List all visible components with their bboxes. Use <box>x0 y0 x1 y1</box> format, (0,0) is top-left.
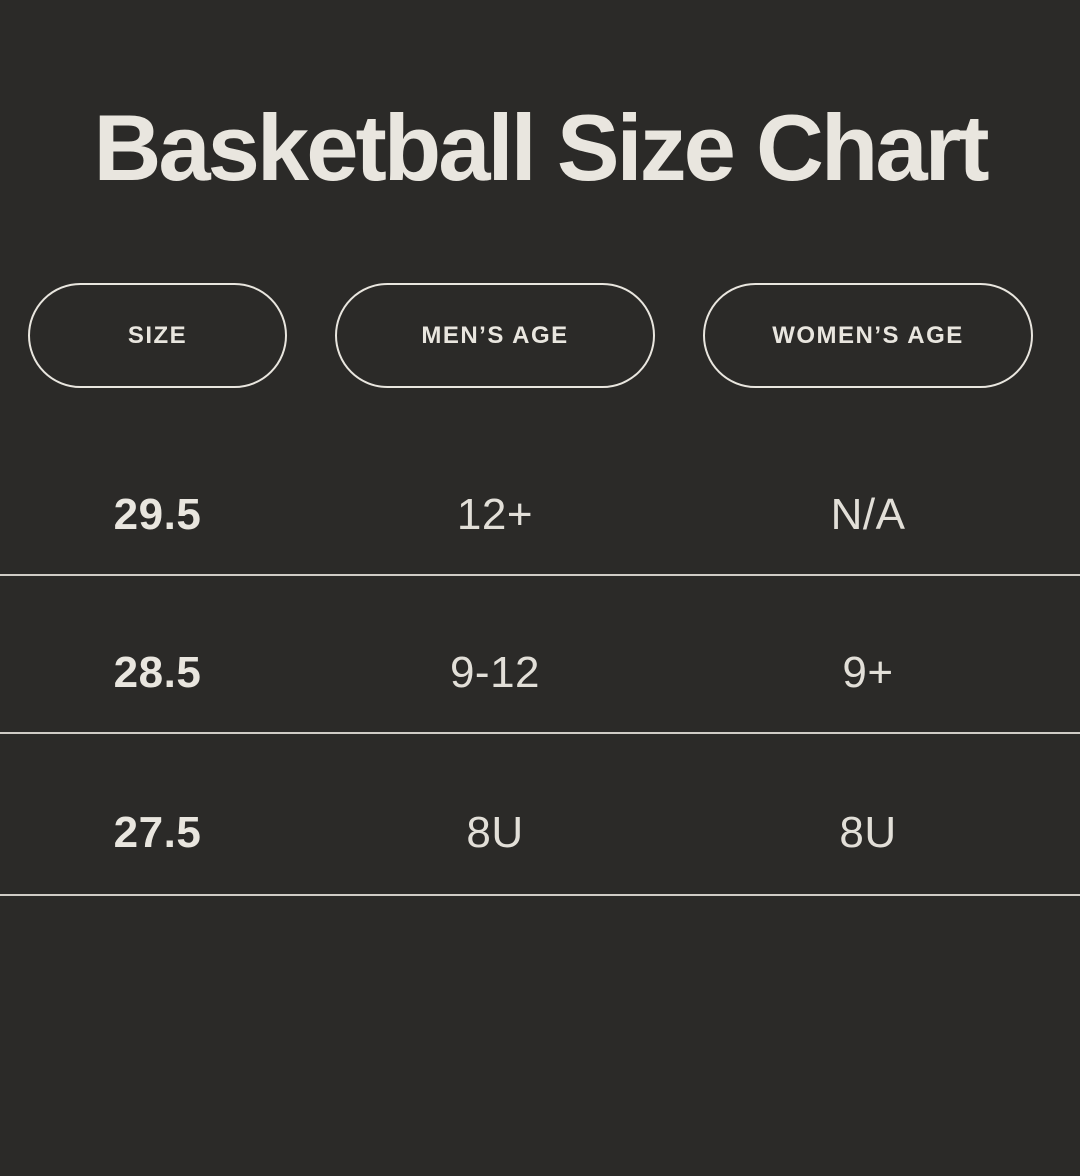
table-row: 27.5 8U 8U <box>0 734 1080 897</box>
cell-mens-age: 8U <box>466 807 524 857</box>
column-header-mens-age: MEN’S AGE <box>335 283 655 389</box>
column-header-womens-age: WOMEN’S AGE <box>703 283 1033 389</box>
column-header-size: SIZE <box>28 283 287 389</box>
table-header-row: SIZE MEN’S AGE WOMEN’S AGE <box>0 283 1080 389</box>
cell-womens-age: 8U <box>839 807 897 857</box>
cell-size: 27.5 <box>113 807 202 857</box>
size-chart-table: 29.5 12+ N/A 28.5 9-12 9+ 27.5 8U 8U <box>0 418 1080 897</box>
cell-size: 28.5 <box>113 647 202 697</box>
column-header-womens-age-label: WOMEN’S AGE <box>772 321 964 349</box>
table-row-grid: 27.5 8U 8U <box>0 771 1080 894</box>
page-title: Basketball Size Chart <box>93 95 989 200</box>
cell-size: 29.5 <box>113 489 202 539</box>
table-row-grid: 28.5 9-12 9+ <box>0 613 1080 732</box>
cell-womens-age: 9+ <box>842 647 894 697</box>
cell-mens-age: 12+ <box>456 489 534 539</box>
cell-womens-age: N/A <box>830 489 906 539</box>
table-row: 28.5 9-12 9+ <box>0 576 1080 735</box>
table-row-grid: 29.5 12+ N/A <box>0 455 1080 574</box>
column-header-mens-age-label: MEN’S AGE <box>421 321 569 349</box>
column-header-size-label: SIZE <box>127 321 188 349</box>
cell-mens-age: 9-12 <box>449 647 541 697</box>
table-row: 29.5 12+ N/A <box>0 418 1080 577</box>
